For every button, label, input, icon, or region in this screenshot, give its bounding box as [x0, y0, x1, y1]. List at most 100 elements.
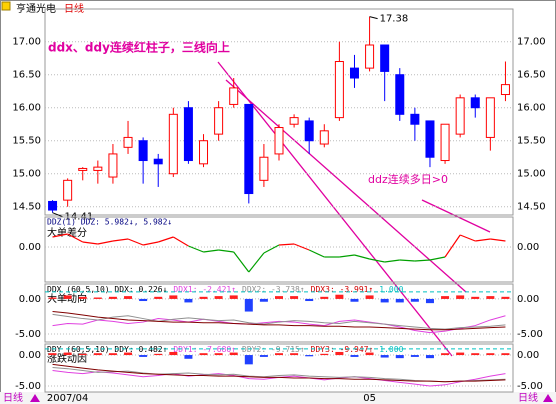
- stock-name: 亨通光电: [16, 2, 56, 15]
- arrow-line: [225, 79, 467, 293]
- bar: [199, 296, 208, 299]
- candle-body: [63, 179, 73, 201]
- bar: [410, 298, 419, 302]
- x-tick-label: 2007/04: [47, 393, 89, 404]
- arrow-line: [421, 199, 491, 233]
- line-segment: [127, 238, 144, 246]
- bar: [214, 296, 223, 299]
- panel-subtitle: 涨跌动因: [47, 352, 87, 365]
- candle-body: [48, 200, 58, 211]
- bar: [93, 353, 102, 356]
- x-tick-label: 05: [363, 393, 376, 404]
- footer-icon[interactable]: [30, 394, 40, 402]
- y-tick-label: 0.00: [517, 242, 539, 253]
- line-segment: [203, 249, 219, 253]
- title-part: DDY1: -7.680↑: [173, 345, 236, 354]
- title-part: DDX3: -3.991↑: [311, 285, 374, 294]
- bar: [139, 355, 148, 357]
- bar: [456, 352, 465, 356]
- line-segment: [173, 236, 189, 247]
- y-tick-label: 17.00: [517, 37, 546, 48]
- y-tick-label: 14.50: [12, 202, 41, 213]
- y-tick-label: 16.50: [12, 70, 41, 81]
- bar: [425, 355, 434, 359]
- bar: [305, 298, 314, 302]
- candle-body: [123, 136, 133, 148]
- candle-body: [425, 120, 435, 158]
- footer-icon[interactable]: [543, 394, 553, 402]
- bar: [229, 295, 238, 299]
- bar: [169, 295, 178, 299]
- bar: [63, 352, 72, 356]
- footer-label[interactable]: 日线: [518, 391, 538, 404]
- line-segment: [82, 241, 98, 245]
- candle-body: [470, 97, 480, 109]
- panel-title: DDX (60,5,10) DDX: 0.226↓ DDX1: -2.421↑ DD…: [47, 285, 404, 294]
- line-segment: [278, 243, 295, 246]
- candle-body: [304, 120, 314, 142]
- y-tick-label: 0.00: [19, 350, 41, 361]
- high-label: 17.38: [380, 14, 409, 25]
- line-segment: [293, 243, 310, 251]
- panel: [44, 283, 514, 343]
- bar: [486, 296, 495, 299]
- bar: [365, 352, 374, 356]
- y-tick-label: 15.50: [517, 136, 546, 147]
- candle-body: [229, 87, 239, 105]
- candle-body: [259, 156, 269, 181]
- line-segment: [490, 238, 506, 242]
- bar: [275, 353, 283, 356]
- y-tick-label: 0.00: [19, 294, 41, 305]
- bar: [214, 353, 223, 356]
- bar: [184, 355, 193, 359]
- bar: [501, 296, 510, 299]
- series-line: [52, 311, 506, 331]
- line-segment: [399, 259, 415, 262]
- title-part: 1.000: [379, 285, 403, 294]
- y-tick-label: 16.00: [517, 103, 546, 114]
- footer-label[interactable]: 日线: [3, 391, 23, 404]
- bar: [350, 355, 359, 357]
- panel-title: DDZ(1) DDZ: 5.982↓, 5.982↓: [47, 218, 172, 227]
- candle-body: [138, 140, 148, 162]
- annotation: ddz连续多日>0: [368, 172, 448, 186]
- bar: [275, 296, 283, 299]
- y-tick-label: 15.00: [517, 169, 546, 180]
- line-segment: [112, 238, 129, 242]
- panel-title: DDY (60,5,10) DDY: 0.482↑ DDY1: -7.680↑ DD…: [47, 345, 404, 354]
- y-tick-label: 0.00: [517, 350, 539, 361]
- candle-body: [153, 158, 163, 165]
- line-segment: [475, 238, 491, 242]
- line-segment: [67, 233, 84, 243]
- candle-body: [244, 103, 254, 195]
- bar: [290, 353, 299, 356]
- bar: [380, 298, 389, 303]
- candle-body: [455, 97, 465, 135]
- bar: [456, 295, 465, 299]
- y-tick-label: -5.00: [15, 329, 41, 340]
- icon: [1, 1, 11, 11]
- bar: [320, 296, 329, 299]
- bar: [78, 296, 87, 299]
- bar: [244, 298, 253, 312]
- bar: [199, 353, 208, 356]
- bar: [78, 353, 87, 356]
- panel: [44, 8, 514, 216]
- line-segment: [158, 236, 174, 243]
- bar: [154, 353, 163, 356]
- candle-body: [334, 61, 344, 119]
- line-segment: [233, 251, 250, 273]
- candle-body: [183, 107, 193, 162]
- line-segment: [308, 249, 325, 258]
- candle-body: [289, 117, 299, 125]
- leader: [52, 212, 63, 218]
- bar: [380, 355, 389, 358]
- y-tick-label: 15.50: [12, 136, 41, 147]
- candle-body: [319, 130, 329, 145]
- bar: [108, 296, 117, 299]
- line-segment: [459, 234, 476, 242]
- y-tick-label: 17.00: [12, 37, 41, 48]
- bar: [63, 295, 72, 299]
- bar: [154, 296, 163, 299]
- candle-body: [485, 97, 495, 138]
